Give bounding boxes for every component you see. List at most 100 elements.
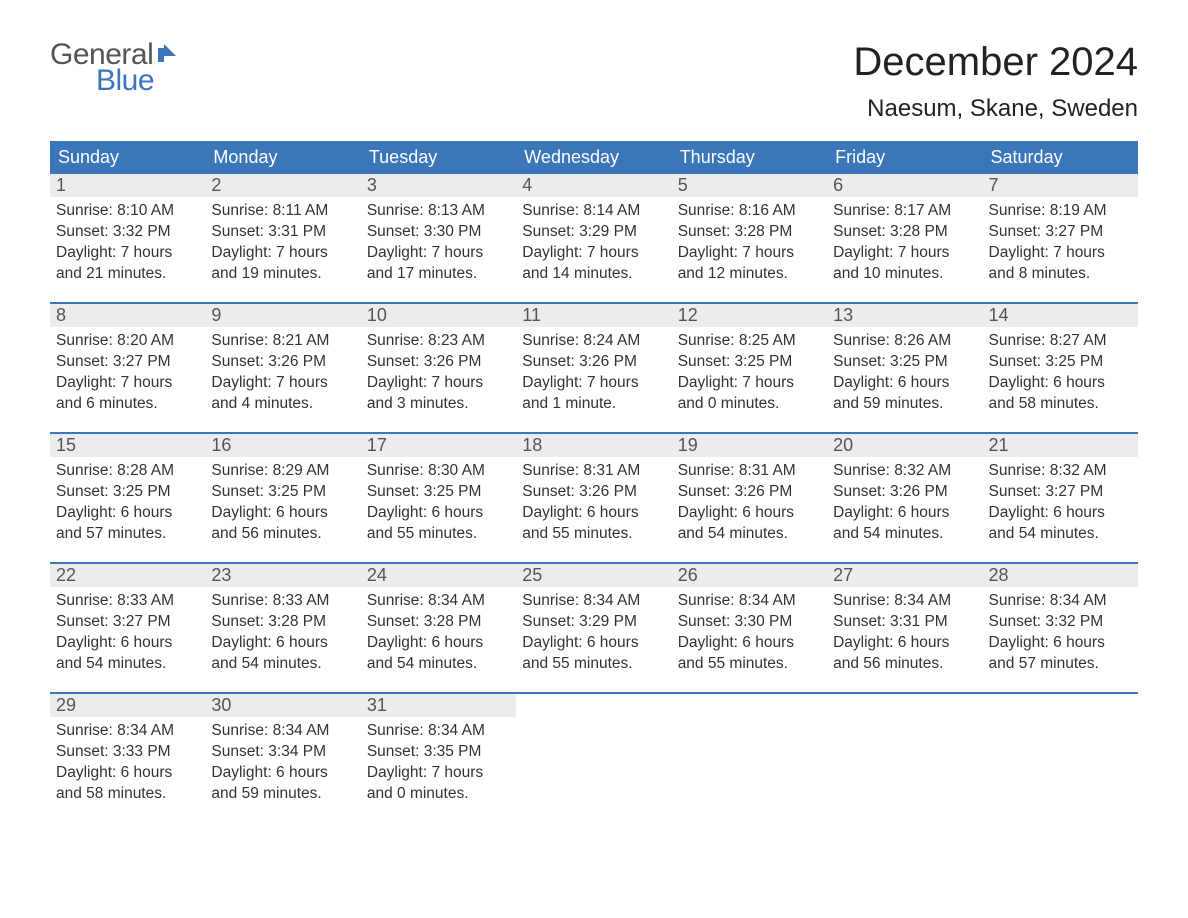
sunset-text: Sunset: 3:27 PM bbox=[989, 482, 1132, 503]
daylight-line1: Daylight: 7 hours bbox=[522, 373, 665, 394]
sunset-text: Sunset: 3:26 PM bbox=[211, 352, 354, 373]
daylight-line1: Daylight: 6 hours bbox=[989, 373, 1132, 394]
day-number: 27 bbox=[827, 564, 982, 587]
calendar-empty-cell bbox=[983, 694, 1138, 822]
daylight-line1: Daylight: 6 hours bbox=[833, 633, 976, 654]
daylight-line1: Daylight: 6 hours bbox=[833, 373, 976, 394]
daylight-line2: and 8 minutes. bbox=[989, 264, 1132, 285]
daylight-line1: Daylight: 6 hours bbox=[56, 763, 199, 784]
sunrise-text: Sunrise: 8:24 AM bbox=[522, 331, 665, 352]
daylight-line2: and 6 minutes. bbox=[56, 394, 199, 415]
sunset-text: Sunset: 3:28 PM bbox=[367, 612, 510, 633]
calendar-day-cell: 20 Sunrise: 8:32 AMSunset: 3:26 PMDayligh… bbox=[827, 434, 982, 562]
daylight-line1: Daylight: 7 hours bbox=[211, 243, 354, 264]
day-info: Sunrise: 8:26 AMSunset: 3:25 PMDaylight:… bbox=[827, 331, 982, 415]
day-info: Sunrise: 8:24 AMSunset: 3:26 PMDaylight:… bbox=[516, 331, 671, 415]
sunset-text: Sunset: 3:26 PM bbox=[522, 352, 665, 373]
day-info: Sunrise: 8:34 AMSunset: 3:29 PMDaylight:… bbox=[516, 591, 671, 675]
weekday-header: Monday bbox=[205, 141, 360, 174]
daylight-line2: and 4 minutes. bbox=[211, 394, 354, 415]
daylight-line2: and 57 minutes. bbox=[989, 654, 1132, 675]
daylight-line1: Daylight: 7 hours bbox=[833, 243, 976, 264]
sunset-text: Sunset: 3:28 PM bbox=[833, 222, 976, 243]
sunset-text: Sunset: 3:25 PM bbox=[56, 482, 199, 503]
calendar-week-row: 29Sunrise: 8:34 AMSunset: 3:33 PMDayligh… bbox=[50, 692, 1138, 822]
day-number: 12 bbox=[672, 304, 827, 327]
sunrise-text: Sunrise: 8:31 AM bbox=[522, 461, 665, 482]
sunset-text: Sunset: 3:26 PM bbox=[833, 482, 976, 503]
day-info: Sunrise: 8:32 AMSunset: 3:27 PMDaylight:… bbox=[983, 461, 1138, 545]
sunrise-text: Sunrise: 8:27 AM bbox=[989, 331, 1132, 352]
calendar-day-cell: 26Sunrise: 8:34 AMSunset: 3:30 PMDayligh… bbox=[672, 564, 827, 692]
daylight-line2: and 54 minutes. bbox=[989, 524, 1132, 545]
sunrise-text: Sunrise: 8:32 AM bbox=[833, 461, 976, 482]
daylight-line2: and 21 minutes. bbox=[56, 264, 199, 285]
day-number: 17 bbox=[361, 434, 516, 457]
daylight-line1: Daylight: 6 hours bbox=[989, 633, 1132, 654]
sunrise-text: Sunrise: 8:31 AM bbox=[678, 461, 821, 482]
sunset-text: Sunset: 3:25 PM bbox=[833, 352, 976, 373]
day-info: Sunrise: 8:31 AMSunset: 3:26 PMDaylight:… bbox=[672, 461, 827, 545]
daylight-line1: Daylight: 6 hours bbox=[367, 503, 510, 524]
calendar-day-cell: 11 Sunrise: 8:24 AMSunset: 3:26 PMDayligh… bbox=[516, 304, 671, 432]
day-number: 26 bbox=[672, 564, 827, 587]
daylight-line2: and 54 minutes. bbox=[211, 654, 354, 675]
weekday-header: Tuesday bbox=[361, 141, 516, 174]
daylight-line1: Daylight: 7 hours bbox=[678, 373, 821, 394]
daylight-line1: Daylight: 6 hours bbox=[989, 503, 1132, 524]
logo-text-blue: Blue bbox=[96, 66, 184, 96]
sunset-text: Sunset: 3:28 PM bbox=[678, 222, 821, 243]
daylight-line1: Daylight: 7 hours bbox=[367, 373, 510, 394]
sunrise-text: Sunrise: 8:20 AM bbox=[56, 331, 199, 352]
sunrise-text: Sunrise: 8:32 AM bbox=[989, 461, 1132, 482]
sunrise-text: Sunrise: 8:34 AM bbox=[833, 591, 976, 612]
day-info: Sunrise: 8:20 AMSunset: 3:27 PMDaylight:… bbox=[50, 331, 205, 415]
daylight-line2: and 59 minutes. bbox=[211, 784, 354, 805]
calendar-day-cell: 7Sunrise: 8:19 AMSunset: 3:27 PMDaylight… bbox=[983, 174, 1138, 302]
sunset-text: Sunset: 3:29 PM bbox=[522, 612, 665, 633]
sunset-text: Sunset: 3:26 PM bbox=[522, 482, 665, 503]
weekday-header: Wednesday bbox=[516, 141, 671, 174]
weeks-container: 1Sunrise: 8:10 AMSunset: 3:32 PMDaylight… bbox=[50, 174, 1138, 822]
daylight-line2: and 3 minutes. bbox=[367, 394, 510, 415]
calendar-day-cell: 30Sunrise: 8:34 AMSunset: 3:34 PMDayligh… bbox=[205, 694, 360, 822]
calendar-day-cell: 21Sunrise: 8:32 AMSunset: 3:27 PMDayligh… bbox=[983, 434, 1138, 562]
calendar-day-cell: 17Sunrise: 8:30 AMSunset: 3:25 PMDayligh… bbox=[361, 434, 516, 562]
day-number: 8 bbox=[50, 304, 205, 327]
daylight-line1: Daylight: 6 hours bbox=[833, 503, 976, 524]
day-info: Sunrise: 8:17 AMSunset: 3:28 PMDaylight:… bbox=[827, 201, 982, 285]
sunset-text: Sunset: 3:25 PM bbox=[211, 482, 354, 503]
daylight-line2: and 54 minutes. bbox=[833, 524, 976, 545]
day-number: 9 bbox=[205, 304, 360, 327]
daylight-line1: Daylight: 6 hours bbox=[522, 633, 665, 654]
calendar-day-cell: 14Sunrise: 8:27 AMSunset: 3:25 PMDayligh… bbox=[983, 304, 1138, 432]
day-number: 25 bbox=[516, 564, 671, 587]
day-info: Sunrise: 8:14 AMSunset: 3:29 PMDaylight:… bbox=[516, 201, 671, 285]
day-number: 10 bbox=[361, 304, 516, 327]
calendar-day-cell: 15Sunrise: 8:28 AMSunset: 3:25 PMDayligh… bbox=[50, 434, 205, 562]
calendar-day-cell: 28Sunrise: 8:34 AMSunset: 3:32 PMDayligh… bbox=[983, 564, 1138, 692]
sunset-text: Sunset: 3:26 PM bbox=[678, 482, 821, 503]
title-block: December 2024 Naesum, Skane, Sweden bbox=[853, 40, 1138, 123]
sunset-text: Sunset: 3:30 PM bbox=[367, 222, 510, 243]
calendar-day-cell: 23Sunrise: 8:33 AMSunset: 3:28 PMDayligh… bbox=[205, 564, 360, 692]
day-info: Sunrise: 8:33 AMSunset: 3:27 PMDaylight:… bbox=[50, 591, 205, 675]
sunrise-text: Sunrise: 8:34 AM bbox=[678, 591, 821, 612]
daylight-line2: and 59 minutes. bbox=[833, 394, 976, 415]
sunset-text: Sunset: 3:27 PM bbox=[56, 352, 199, 373]
sunset-text: Sunset: 3:31 PM bbox=[211, 222, 354, 243]
daylight-line2: and 14 minutes. bbox=[522, 264, 665, 285]
calendar-day-cell: 31Sunrise: 8:34 AMSunset: 3:35 PMDayligh… bbox=[361, 694, 516, 822]
daylight-line2: and 12 minutes. bbox=[678, 264, 821, 285]
daylight-line1: Daylight: 6 hours bbox=[367, 633, 510, 654]
day-number: 11 bbox=[516, 304, 671, 327]
day-number: 20 bbox=[827, 434, 982, 457]
daylight-line1: Daylight: 7 hours bbox=[56, 373, 199, 394]
sunrise-text: Sunrise: 8:23 AM bbox=[367, 331, 510, 352]
daylight-line2: and 58 minutes. bbox=[56, 784, 199, 805]
day-info: Sunrise: 8:28 AMSunset: 3:25 PMDaylight:… bbox=[50, 461, 205, 545]
daylight-line2: and 10 minutes. bbox=[833, 264, 976, 285]
day-number: 2 bbox=[205, 174, 360, 197]
day-info: Sunrise: 8:34 AMSunset: 3:31 PMDaylight:… bbox=[827, 591, 982, 675]
daylight-line2: and 19 minutes. bbox=[211, 264, 354, 285]
